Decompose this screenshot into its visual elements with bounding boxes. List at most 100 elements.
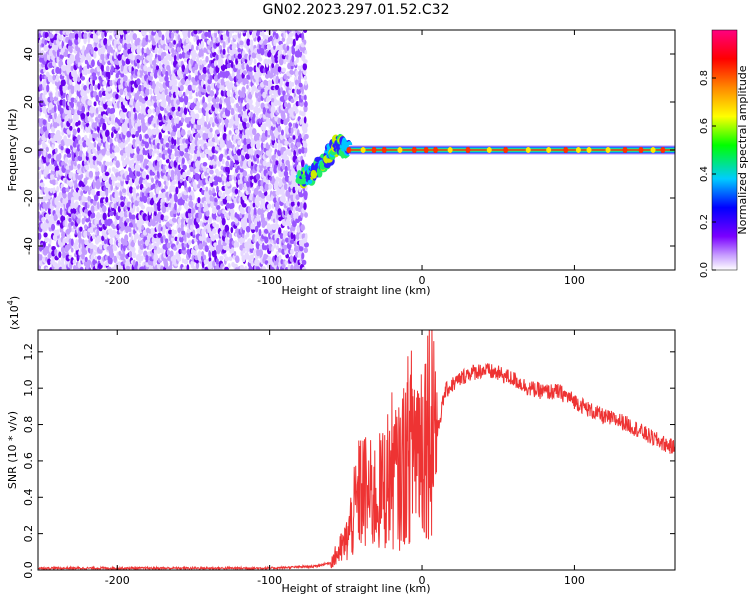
spectrogram-cell: [303, 247, 309, 254]
spectrogram-cell: [93, 46, 98, 52]
spectrogram-cell: [138, 154, 144, 162]
spectrogram-cell: [95, 170, 100, 177]
colorbar: 0.00.20.40.60.8 Normalized spectral ampl…: [699, 29, 749, 278]
spectrogram-cell: [102, 97, 106, 104]
spectrogram-cell: [179, 97, 185, 103]
spectrogram-cell: [91, 59, 95, 68]
spectrogram-cell: [58, 34, 63, 41]
spectrogram-cell: [292, 205, 296, 214]
spectrogram-cell: [56, 49, 60, 58]
spectrogram-cell: [123, 42, 128, 50]
spectrogram-cell: [68, 104, 72, 111]
spectrogram-cell: [166, 64, 171, 71]
spectrogram-cell: [40, 222, 45, 230]
spectrogram-cell: [87, 196, 92, 202]
spectrogram-cell: [59, 54, 64, 59]
spectrogram-cell: [162, 97, 167, 105]
spectrogram-cell: [193, 30, 198, 35]
spectrogram-cell: [88, 222, 92, 229]
spectrogram-cell: [110, 131, 114, 139]
spectrogram-cell: [117, 261, 122, 267]
spectrogram-cell: [94, 217, 98, 226]
spectrogram-cell: [302, 62, 308, 71]
spectrogram-cell: [209, 127, 213, 133]
spectrogram-cell: [144, 133, 150, 139]
spectrogram-cell: [209, 116, 214, 125]
spectrogram-cell: [233, 43, 237, 49]
spectrogram-cell: [153, 144, 157, 149]
tone-node: [465, 147, 471, 153]
spectrogram-cell: [233, 34, 238, 40]
spectrogram-cell: [248, 189, 251, 194]
spectrogram-cell: [176, 52, 180, 61]
spectrogram-cell: [271, 175, 275, 182]
spectrogram-cell: [63, 84, 69, 91]
spectrogram-cell: [256, 214, 261, 222]
tone-node: [433, 147, 439, 153]
spectrogram-cell: [49, 114, 54, 120]
spectrogram-cell: [38, 30, 41, 34]
spectrogram-cell: [208, 250, 212, 258]
spectrogram-cell: [235, 94, 239, 100]
spectrogram-cell: [115, 160, 120, 169]
spectrogram-cell: [180, 129, 186, 137]
spectrogram-cell: [208, 216, 212, 224]
spectrogram-cell: [189, 166, 194, 173]
spectrogram-cell: [101, 235, 105, 242]
tone-node: [650, 147, 656, 153]
spectrogram-cell: [44, 39, 48, 46]
tone-node: [486, 147, 492, 153]
spectrogram-cell: [211, 122, 215, 128]
spectrogram-cell: [157, 113, 163, 121]
spectrogram-cell: [282, 90, 286, 96]
spectrogram-cell: [258, 228, 262, 237]
spectrogram-cell: [205, 209, 210, 217]
y-tick-label: 0.4: [22, 489, 35, 507]
spectrogram-cell: [61, 130, 65, 136]
spectrogram-cell: [83, 85, 88, 91]
spectrogram-cell: [193, 249, 197, 257]
spectrogram-cell: [202, 165, 207, 172]
spectrogram-cell: [164, 165, 169, 170]
spectrogram-cell: [178, 89, 183, 98]
spectrogram-cell: [41, 164, 45, 171]
spectrogram-cell: [169, 250, 174, 258]
spectrogram-cell: [215, 54, 219, 61]
spectrogram-cell: [209, 74, 213, 81]
spectrogram-cell: [176, 46, 182, 53]
spectrogram-cell: [64, 197, 69, 203]
spectrogram-cell: [169, 127, 172, 133]
spectrogram-cell: [161, 51, 167, 57]
spectrogram-cell: [273, 142, 278, 150]
spectrogram-cell: [116, 196, 120, 203]
spectrogram-cell: [164, 44, 170, 51]
spectrogram-cell: [177, 34, 181, 41]
spectrogram-cell: [93, 194, 99, 202]
figure-title: GN02.2023.297.01.52.C32: [263, 2, 450, 18]
spectrogram-cell: [122, 244, 126, 252]
spectrogram-cell: [85, 122, 90, 128]
spectrogram-cell: [72, 147, 77, 153]
snr-ylabel: SNR (10 * v/v): [6, 411, 19, 489]
spectrogram-cell: [160, 38, 166, 46]
spectrogram-cell: [130, 52, 134, 61]
spectrogram-cell: [91, 143, 95, 150]
y-tick-label: 0.2: [22, 525, 35, 543]
spectrogram-cell: [226, 63, 232, 69]
spectrogram-cell: [157, 180, 162, 188]
spectrogram-cell: [93, 101, 97, 107]
spectrogram-cell: [113, 39, 118, 46]
spectrogram-cell: [145, 84, 150, 90]
spectrogram-cell: [115, 146, 120, 153]
spectrogram-cell: [173, 54, 177, 62]
tone-node: [638, 147, 644, 153]
spectrogram-cell: [61, 79, 66, 87]
spectrogram-cell: [42, 202, 47, 209]
spectrogram-cell: [215, 258, 219, 265]
spectrogram-cell: [75, 113, 79, 122]
spectrogram-cell: [226, 89, 231, 98]
spectrogram-cell: [120, 154, 125, 162]
spectrogram-cell: [220, 58, 224, 66]
spectrogram-cell: [56, 201, 61, 209]
